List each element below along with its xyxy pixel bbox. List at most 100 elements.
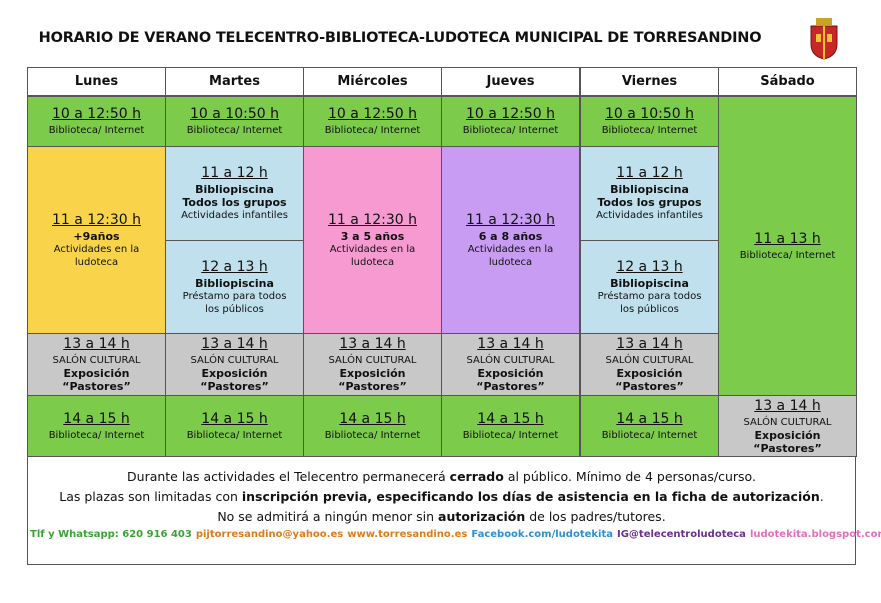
activity-text: Préstamo para todos los públicos [597,290,702,315]
activity-text: SALÓN CULTURAL [466,355,555,366]
text: No se admitirá a ningún menor sin [217,509,439,524]
text: Las plazas son limitadas con [59,489,242,504]
time-slot: 11 a 12:30 h [52,211,141,228]
activity-text: Actividades infantiles [596,210,703,221]
day-header: Sábado [718,67,857,96]
time-slot: 13 a 14 h [754,397,821,414]
activity-text: Biblioteca/ Internet [48,125,145,136]
activity-title: Todos los grupos [182,196,287,209]
footer: Durante las actividades el Telecentro pe… [27,456,881,565]
time-slot: 13 a 14 h [616,336,683,352]
day-header: Lunes [27,67,166,96]
contact: pijtorresandino@yahoo.es [195,529,344,540]
time-slot: 11 a 12:30 h [466,211,555,228]
activity-title: Bibliopiscina [610,276,689,290]
activity-title: Bibliopiscina [195,183,274,196]
activity-text: Actividades en la ludoteca [329,243,416,268]
time-slot: 10 a 10:50 h [190,106,279,122]
activity-title: Exposición “Pastores” [476,367,545,393]
activity-text: Biblioteca/ Internet [462,429,559,441]
activity-title: Exposición “Pastores” [200,367,269,393]
day-header: Viernes [580,67,719,96]
schedule-cell: 13 a 14 h SALÓN CULTURAL Exposición “Pasto… [165,333,304,396]
time-slot: 10 a 12:50 h [52,106,141,122]
schedule-cell: 14 a 15 h Biblioteca/ Internet [27,395,166,457]
day-header: Martes [165,67,304,96]
activity-title: Exposición “Pastores” [615,367,684,393]
time-slot: 14 a 15 h [339,410,406,427]
text: de los padres/tutores. [525,509,666,524]
coat-of-arms [810,18,838,60]
footer-line: Las plazas son limitadas con inscripción… [28,489,855,504]
activity-text: Biblioteca/ Internet [601,125,698,136]
activity-text: SALÓN CULTURAL [52,355,141,366]
schedule-cell: 11 a 12 h Bibliopiscina Todos los grupos Ac… [580,146,719,241]
schedule-cell: 13 a 14 h SALÓN CULTURAL Exposición “Pasto… [303,333,442,396]
activity-title: Exposición “Pastores” [338,367,407,393]
text: . [819,489,824,504]
emphasis: autorización [438,509,526,524]
footer-line: Durante las actividades el Telecentro pe… [28,469,855,484]
time-slot: 13 a 14 h [339,336,406,352]
day-header: Jueves [441,67,580,96]
time-slot: 13 a 14 h [201,336,268,352]
activity-title: 6 a 8 años [478,229,543,243]
time-slot: 11 a 12 h [201,165,268,181]
text: al público. Mínimo de 4 personas/curso. [503,469,756,484]
activity-text: Biblioteca/ Internet [186,429,283,441]
day-header: Miércoles [303,67,442,96]
schedule-cell: 12 a 13 h Bibliopiscina Préstamo para todo… [165,240,304,334]
time-slot: 14 a 15 h [63,410,130,427]
schedule-cell: 11 a 12 h Bibliopiscina Todos los grupos Ac… [165,146,304,241]
contact: IG@telecentroludoteca [617,529,746,540]
activity-text: Préstamo para todos los públicos [182,290,287,315]
activity-text: Biblioteca/ Internet [186,125,283,136]
activity-text: SALÓN CULTURAL [605,355,694,366]
emphasis: cerrado [449,469,504,484]
activity-text: Biblioteca/ Internet [48,429,145,441]
time-slot: 14 a 15 h [201,410,268,427]
time-slot: 10 a 10:50 h [605,106,694,122]
time-slot: 11 a 13 h [754,230,821,247]
schedule-cell: 10 a 10:50 h Biblioteca/ Internet [165,96,304,147]
activity-text: Actividades en la ludoteca [467,243,554,268]
text: Durante las actividades el Telecentro pe… [127,469,450,484]
schedule-cell: 13 a 14 h SALÓN CULTURAL Exposición “Pasto… [580,333,719,396]
time-slot: 14 a 15 h [477,410,544,427]
emphasis: inscripción previa, especificando los dí… [241,489,820,504]
schedule-cell: 14 a 15 h Biblioteca/ Internet [441,395,580,457]
time-slot: 11 a 12 h [616,165,683,181]
time-slot: 13 a 14 h [477,336,544,352]
activity-title: Bibliopiscina [195,276,274,290]
contact: ludotekita.blogspot.com [749,529,881,540]
activity-title: 3 a 5 años [340,229,405,243]
schedule-cell: 14 a 15 h Biblioteca/ Internet [580,395,719,457]
contacts: Tlf y Whatsapp: 620 916 403 pijtorresandi… [28,529,881,540]
schedule-cell: 12 a 13 h Bibliopiscina Préstamo para todo… [580,240,719,334]
schedule-cell: 13 a 14 h SALÓN CULTURAL Exposición “Pasto… [718,395,857,457]
schedule-cell: 14 a 15 h Biblioteca/ Internet [303,395,442,457]
activity-title: Exposición “Pastores” [62,367,131,393]
time-slot: 11 a 12:30 h [328,211,417,228]
activity-title: Bibliopiscina [610,183,689,196]
time-slot: 14 a 15 h [616,410,683,427]
title: HORARIO DE VERANO TELECENTRO-BIBLIOTECA-… [38,30,762,46]
activity-text: Biblioteca/ Internet [324,125,421,136]
activity-text: Actividades en la ludoteca [53,243,140,268]
schedule-cell: 10 a 10:50 h Biblioteca/ Internet [580,96,719,147]
activity-text: SALÓN CULTURAL [743,416,832,428]
schedule-cell: 11 a 12:30 h +9años Actividades en la ludo… [27,146,166,334]
activity-text: SALÓN CULTURAL [328,355,417,366]
footer-line: No se admitirá a ningún menor sin autori… [28,509,855,524]
time-slot: 12 a 13 h [201,258,268,275]
schedule-cell: 11 a 13 h Biblioteca/ Internet [718,96,857,396]
schedule-cell: 14 a 15 h Biblioteca/ Internet [165,395,304,457]
activity-text: Actividades infantiles [181,210,288,221]
schedule-cell: 10 a 12:50 h Biblioteca/ Internet [303,96,442,147]
activity-text: Biblioteca/ Internet [462,125,559,136]
activity-text: Biblioteca/ Internet [601,429,698,441]
contact: Tlf y Whatsapp: 620 916 403 [30,529,192,540]
